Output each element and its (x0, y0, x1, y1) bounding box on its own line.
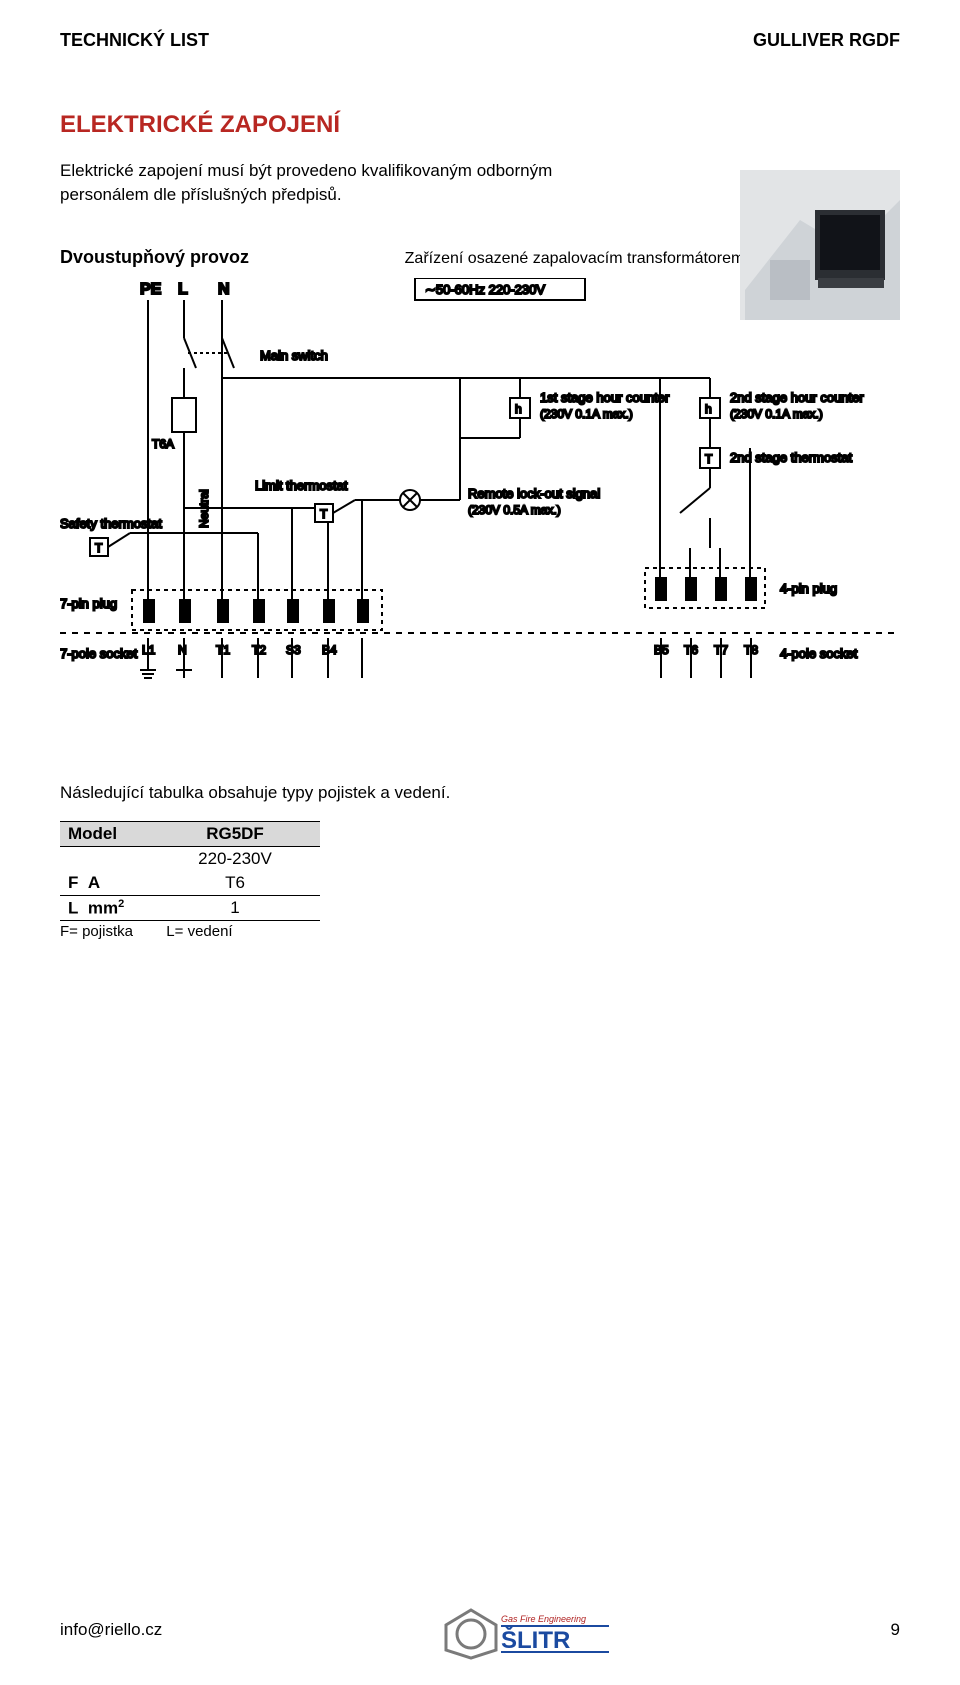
diag-t3: T (705, 452, 713, 466)
diag-term4-0: B5 (654, 643, 669, 657)
diag-s2therm: 2nd stage thermostat (730, 450, 853, 465)
product-photo (740, 170, 900, 320)
diag-term7-2: T1 (216, 643, 230, 657)
diag-remote1: Remote lock-out signal (468, 486, 600, 501)
fuse-voltage: 220-230V (150, 846, 320, 871)
diag-t1: T (95, 541, 103, 555)
diag-term4-1: T6 (684, 643, 698, 657)
intro-text: Elektrické zapojení musí být provedeno k… (60, 159, 580, 207)
diag-freq-badge: ∼50-60Hz 220-230V (425, 282, 545, 297)
diag-7pin: 7-pin plug (60, 596, 117, 611)
diag-term4-2: T7 (714, 643, 728, 657)
diag-limit-therm: Limit thermostat (255, 478, 348, 493)
diag-fuse-label: T6A (152, 437, 174, 451)
footer-logo: Gas Fire Engineering ŠLITR (441, 1600, 611, 1660)
diag-l: L (178, 281, 188, 298)
diag-term7-5: B4 (322, 643, 337, 657)
fuse-note: F= pojistka L= vedení (60, 923, 900, 940)
diag-term7-4: S3 (286, 643, 301, 657)
fuse-table: Model RG5DF 220-230V F A T6 L mm2 1 (60, 821, 320, 922)
diag-s2c1: 2nd stage hour counter (730, 390, 864, 405)
svg-text:Gas Fire Engineering: Gas Fire Engineering (501, 1614, 586, 1624)
diag-remote2: (230V 0.5A max.) (468, 503, 561, 517)
diag-main-switch: Main switch (260, 348, 328, 363)
diag-4pin: 4-pin plug (780, 581, 837, 596)
svg-text:ŠLITR: ŠLITR (501, 1626, 570, 1654)
diag-s1c2: (230V 0.1A max.) (540, 407, 633, 421)
diag-pe: PE (140, 281, 162, 298)
diag-term7-3: T2 (252, 643, 266, 657)
fuse-model-label: Model (60, 821, 150, 846)
fuse-row1-val: 1 (150, 895, 320, 921)
diagram-caption: Zařízení osazené zapalovacím transformát… (405, 250, 745, 267)
diag-s1c1: 1st stage hour counter (540, 390, 670, 405)
header-left: TECHNICKÝ LIST (60, 30, 209, 51)
fuse-model-value: RG5DF (150, 821, 320, 846)
header-right: GULLIVER RGDF (753, 30, 900, 51)
footer-page: 9 (891, 1620, 900, 1640)
diag-n: N (218, 281, 230, 298)
diag-safety-therm: Safety thermostat (60, 516, 162, 531)
diag-4pole: 4-pole socket (780, 646, 858, 661)
diag-t2: T (320, 507, 328, 521)
diag-s2c2: (230V 0.1A max.) (730, 407, 823, 421)
fuse-intro: Následující tabulka obsahuje typy pojist… (60, 783, 900, 803)
footer-email: info@riello.cz (60, 1620, 162, 1640)
fuse-row0-val: T6 (150, 871, 320, 896)
diag-term4-3: T8 (744, 643, 758, 657)
fuse-row0-label: F A (60, 871, 150, 896)
diag-7pole: 7-pole socket (60, 646, 138, 661)
two-stage-label: Dvoustupňový provoz (60, 247, 249, 268)
diag-term7-0: L1 (142, 643, 156, 657)
diag-term7-1: N (178, 643, 187, 657)
section-title: ELEKTRICKÉ ZAPOJENÍ (60, 111, 900, 139)
fuse-row1-label: L mm2 (60, 895, 150, 921)
diag-h1: h (515, 402, 522, 416)
diag-h2: h (705, 402, 712, 416)
wiring-diagram: PE L N ∼50-60Hz 220-230V Main switch T6 (60, 278, 900, 708)
